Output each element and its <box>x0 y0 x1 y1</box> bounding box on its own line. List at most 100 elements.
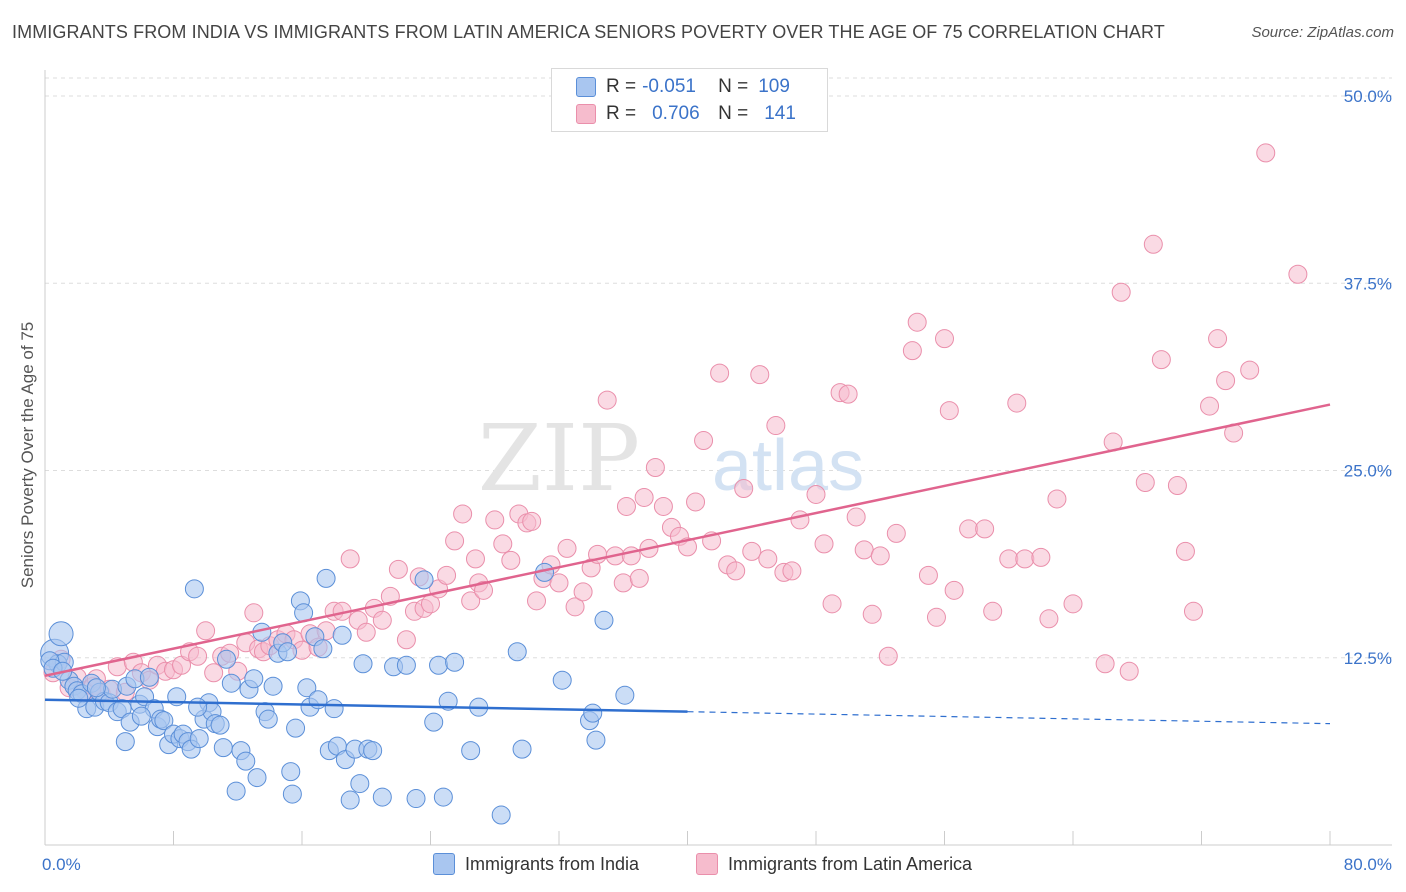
trend-lines <box>44 403 1331 725</box>
india-point <box>263 676 283 696</box>
latam-point <box>1135 472 1155 492</box>
india-point <box>139 667 159 687</box>
latam-point <box>613 573 633 593</box>
india-point <box>594 610 614 630</box>
latam-swatch <box>576 104 596 124</box>
latam-point <box>244 603 264 623</box>
india-point <box>236 751 256 771</box>
india-n-value: 109 <box>758 76 790 97</box>
india-point <box>217 649 237 669</box>
latam-point <box>902 341 922 361</box>
india-point <box>48 621 74 647</box>
india-point <box>507 642 527 662</box>
latam-point <box>1240 360 1260 380</box>
latam-point <box>549 573 569 593</box>
latam-point <box>806 484 826 504</box>
latam-point <box>1288 264 1308 284</box>
latam-point <box>1047 489 1067 509</box>
latam-point <box>1216 371 1236 391</box>
india-point <box>445 652 465 672</box>
latam-point <box>474 580 494 600</box>
latam-point <box>1111 282 1131 302</box>
india-point <box>324 699 344 719</box>
latam-point <box>758 549 778 569</box>
india-point <box>586 730 606 750</box>
latam-point <box>907 312 927 332</box>
latam-point <box>983 601 1003 621</box>
latam-point <box>1095 654 1115 674</box>
latam-point <box>734 478 754 498</box>
india-point <box>115 732 135 752</box>
india-trend-extension <box>687 711 1331 725</box>
india-point <box>210 715 230 735</box>
latam-point <box>1039 609 1059 629</box>
latam-point <box>935 329 954 349</box>
latam-point <box>766 416 786 436</box>
latam-point <box>204 663 224 683</box>
india-point <box>86 678 106 698</box>
latam-point <box>634 487 654 507</box>
india-point <box>69 688 89 708</box>
india-point <box>188 697 208 717</box>
india-point <box>332 625 352 645</box>
latam-point <box>814 534 834 554</box>
latam-point <box>975 519 995 539</box>
bottom-india-label: Immigrants from India <box>465 853 640 874</box>
latam-point <box>453 504 473 524</box>
watermark-atlas: atlas <box>712 426 864 506</box>
axes <box>44 70 1392 846</box>
latam-point <box>597 390 617 410</box>
latam-point <box>742 541 762 561</box>
latam-point <box>388 559 408 579</box>
india-point <box>316 568 336 588</box>
india-point <box>363 741 383 761</box>
latam-point <box>196 621 216 641</box>
latam-point <box>862 604 882 624</box>
latam-point <box>340 549 360 569</box>
india-point <box>184 579 204 599</box>
india-point <box>244 669 264 689</box>
india-point <box>226 781 246 801</box>
india-point <box>350 774 370 794</box>
latam-point <box>1183 601 1203 621</box>
india-point <box>340 790 360 810</box>
latam-point <box>854 540 874 560</box>
india-point <box>282 784 302 804</box>
india-point <box>131 706 151 726</box>
bottom-legend-latam: Immigrants from Latin America <box>696 852 972 876</box>
latam-point <box>573 582 593 602</box>
latam-point <box>522 511 542 531</box>
latam-point <box>710 363 730 383</box>
india-point <box>247 768 267 788</box>
latam-point <box>1151 350 1171 370</box>
latam-point <box>372 610 392 630</box>
latam-point <box>886 523 906 543</box>
latam-point <box>616 496 636 516</box>
india-point <box>313 639 333 659</box>
india-point <box>213 738 233 758</box>
india-r-value: -0.051 <box>642 76 696 97</box>
latam-r-value: 0.706 <box>652 103 700 124</box>
watermark-zip: ZIP <box>478 405 640 512</box>
latam-point <box>461 591 481 611</box>
x-tick-label: 0.0% <box>42 855 81 874</box>
india-point <box>414 570 434 590</box>
latam-point <box>959 519 979 539</box>
latam-point <box>918 565 938 585</box>
latam-point <box>838 384 858 404</box>
latam-point <box>1031 547 1051 567</box>
latam-n-value: 141 <box>764 103 796 124</box>
latam-point <box>926 607 946 627</box>
latam-point <box>846 507 866 527</box>
india-point <box>461 741 481 761</box>
latam-point <box>527 591 547 611</box>
latam-points <box>43 143 1308 704</box>
latam-point <box>188 646 208 666</box>
latam-point <box>999 549 1019 569</box>
x-tick-label: 80.0% <box>1344 855 1392 874</box>
latam-point <box>356 622 376 642</box>
latam-point <box>750 365 770 385</box>
india-point <box>281 762 301 782</box>
watermark: ZIP atlas <box>478 405 864 512</box>
